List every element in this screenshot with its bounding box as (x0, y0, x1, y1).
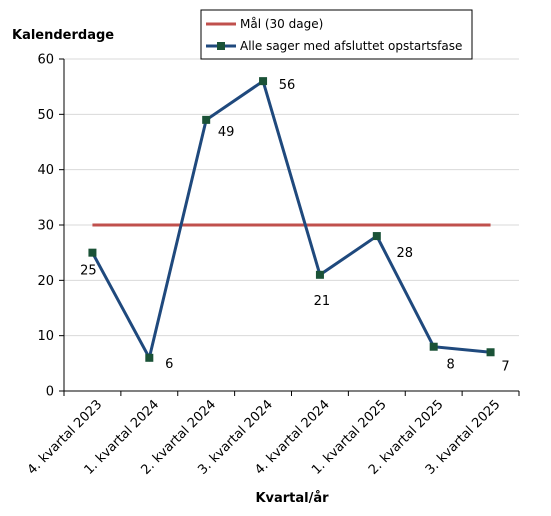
legend-label: Mål (30 dage) (240, 17, 323, 31)
data-point (429, 342, 438, 351)
legend: Mål (30 dage) Alle sager med afsluttet op… (200, 9, 473, 60)
data-point (486, 348, 495, 357)
data-point (372, 232, 381, 241)
axes (59, 58, 520, 396)
data-label: 7 (501, 359, 509, 374)
data-label: 56 (279, 78, 296, 93)
legend-box (200, 9, 473, 60)
y-tick-label: 50 (37, 108, 54, 123)
series-line-cases (91, 78, 491, 362)
data-label: 8 (447, 358, 455, 373)
data-label: 28 (397, 246, 414, 261)
data-point (315, 270, 324, 279)
y-tick-label: 0 (46, 385, 54, 400)
x-axis-title: Kvartal/år (255, 491, 329, 506)
data-point (145, 353, 154, 362)
data-label: 6 (165, 357, 173, 372)
y-tick-label: 60 (37, 53, 54, 68)
y-tick-labels: 0 10 20 30 40 50 60 (37, 53, 54, 400)
y-axis-title: Kalenderdage (12, 28, 114, 43)
data-labels: 25 6 49 56 21 28 8 7 (80, 78, 510, 374)
y-tick-label: 30 (37, 219, 54, 234)
legend-marker (217, 42, 225, 50)
y-tick-label: 20 (37, 274, 54, 289)
y-tick-label: 40 (37, 163, 54, 178)
y-tick-label: 10 (37, 329, 54, 344)
data-point (88, 248, 97, 257)
data-label: 49 (218, 125, 235, 140)
data-point (202, 115, 211, 124)
legend-label: Alle sager med afsluttet opstartsfase (240, 39, 462, 53)
gridlines (64, 58, 519, 337)
data-point (259, 77, 268, 86)
data-label: 25 (80, 264, 97, 279)
data-label: 21 (314, 294, 331, 309)
series-layer (88, 77, 495, 362)
